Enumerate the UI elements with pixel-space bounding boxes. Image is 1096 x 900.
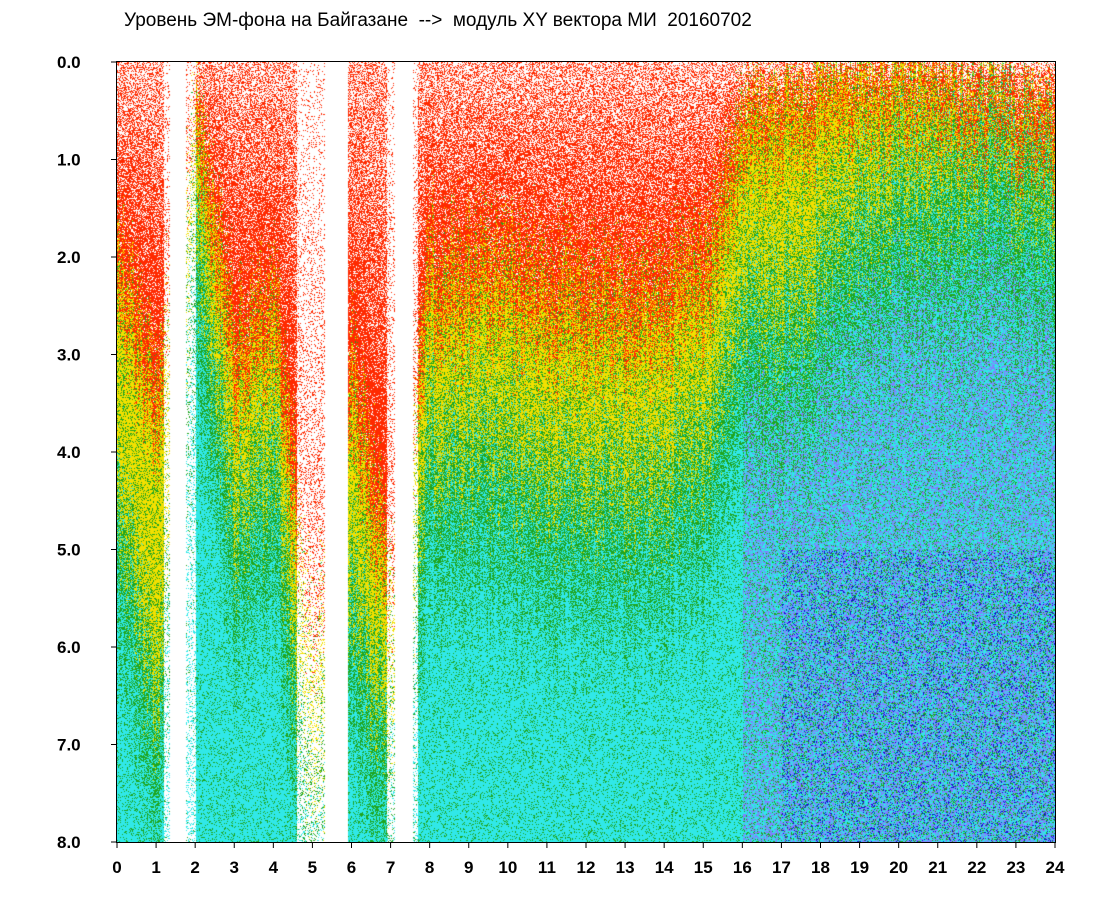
x-tick-label: 1 [151, 858, 160, 877]
y-tick-label: 7.0 [57, 736, 81, 755]
x-tick-label: 0 [112, 858, 121, 877]
x-tick-label: 8 [425, 858, 434, 877]
heatmap-plot-area [117, 62, 1055, 842]
x-tick-label: 19 [850, 858, 869, 877]
y-tick-label: 2.0 [57, 248, 81, 267]
y-tick-label: 4.0 [57, 443, 81, 462]
y-tick-label: 6.0 [57, 638, 81, 657]
x-tick-label: 23 [1006, 858, 1025, 877]
x-tick-label: 13 [616, 858, 635, 877]
x-tick-label: 9 [464, 858, 473, 877]
x-tick-label: 14 [655, 858, 674, 877]
x-tick-label: 15 [694, 858, 713, 877]
x-tick-label: 11 [538, 858, 556, 877]
chart-title: Уровень ЭМ-фона на Байгазане --> модуль … [124, 10, 752, 31]
x-tick-label: 4 [269, 858, 279, 877]
y-axis: 0.0 1.0 2.0 3.0 4.0 5.0 6.0 7.0 8.0 [57, 53, 117, 852]
x-tick-label: 16 [733, 858, 752, 877]
x-tick-label: 24 [1046, 858, 1065, 877]
x-tick-label: 5 [308, 858, 317, 877]
x-tick-label: 18 [811, 858, 830, 877]
y-tick-label: 5.0 [57, 541, 81, 560]
x-tick-label: 21 [928, 858, 947, 877]
y-tick-label: 3.0 [57, 346, 81, 365]
y-tick-label: 0.0 [57, 53, 81, 72]
x-axis: 0 1 2 3 4 5 6 7 8 9 10 11 12 13 14 15 16 17 18 19 20 21 22 23 24 [112, 842, 1065, 877]
x-tick-label: 2 [190, 858, 199, 877]
x-tick-label: 17 [772, 858, 791, 877]
x-tick-label: 10 [498, 858, 517, 877]
x-tick-label: 20 [889, 858, 908, 877]
x-tick-label: 22 [967, 858, 986, 877]
x-tick-label: 12 [577, 858, 596, 877]
x-tick-label: 7 [386, 858, 395, 877]
x-tick-label: 3 [230, 858, 239, 877]
y-tick-label: 1.0 [57, 151, 81, 170]
y-tick-label: 8.0 [57, 833, 81, 852]
x-tick-label: 6 [347, 858, 356, 877]
